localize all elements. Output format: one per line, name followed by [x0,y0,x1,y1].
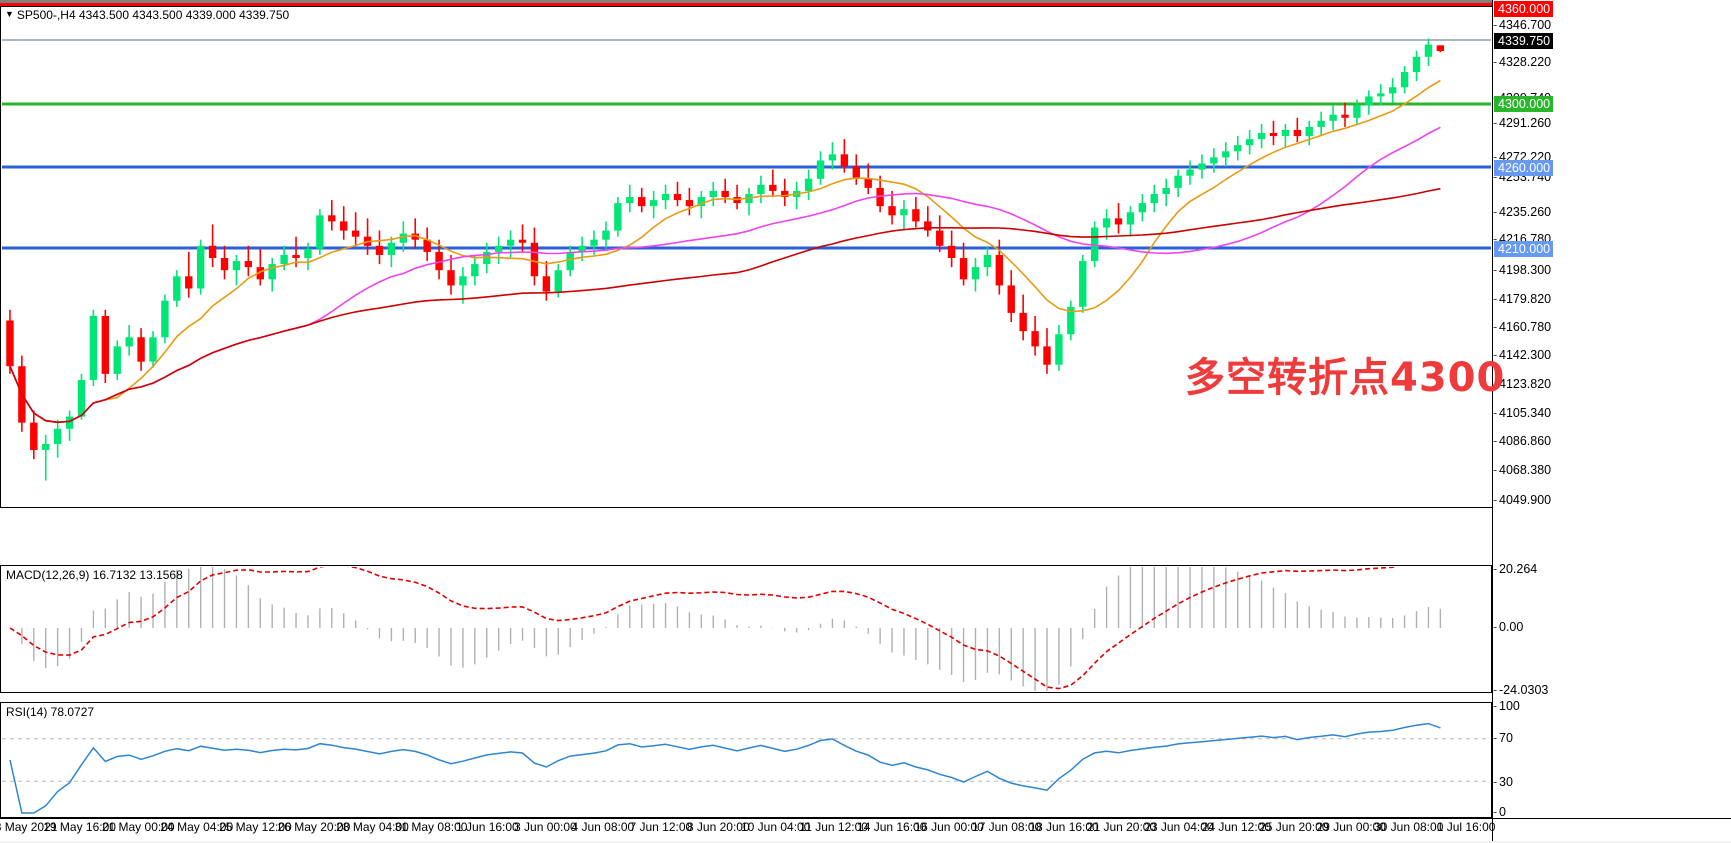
time-tick-label: 25 Jun 20:00 [1259,820,1329,834]
rsi-tick: -100 [1493,699,1520,713]
price-level-tag[interactable]: 4300.000 [1494,96,1554,112]
rsi-plot-area[interactable] [2,704,1490,816]
macd-signal-line [9,567,1398,690]
time-tick-label: 16 Jun 00:00 [914,820,984,834]
price-panel[interactable] [0,6,1492,508]
time-tick-label: 28 May 04:00 [336,820,409,834]
time-tick-label: 24 Jun 12:00 [1201,820,1272,834]
time-tick-label: 1 Jul 16:00 [1436,820,1496,834]
time-tick-label: 25 May 12:00 [218,820,292,834]
time-tick-label: 29 Jun 00:00 [1316,820,1386,834]
candlestick-series [2,38,1491,481]
time-tick-label: 3 Jun 00:00 [514,820,577,834]
price-level-tag[interactable]: 4260.000 [1494,160,1554,176]
time-tick-label: 24 May 04:00 [160,820,234,834]
price-level-tag[interactable]: 4339.750 [1494,33,1554,49]
time-tick-label: 18 May 2021 [0,820,58,834]
price-tick: -4328.220 [1493,55,1552,69]
window-bottom-border [0,841,1731,843]
price-tick: -4068.380 [1493,463,1552,477]
price-tick: -4123.820 [1493,377,1552,391]
chart-header: ▼ SP500-,H4 4343.500 4343.500 4339.000 43… [5,8,289,22]
rsi-panel[interactable] [0,702,1492,818]
time-tick-label: 23 Jun 04:00 [1144,820,1214,834]
time-tick-label: 31 May 08:00 [394,820,468,834]
macd-tick: -0.00 [1493,620,1524,634]
price-level-tag[interactable]: 4210.000 [1494,241,1554,257]
macd-label: MACD(12,26,9) 16.7132 13.1568 [6,568,183,582]
time-tick-label: 17 Jun 08:00 [971,820,1042,834]
macd-series [9,567,1442,691]
time-tick-label: 14 Jun 16:00 [857,820,927,834]
rsi-series [2,722,1490,814]
price-annotation-text: 多空转折点4300 [1185,355,1506,401]
rsi-line [9,722,1441,814]
macd-tick: -20.264 [1493,562,1538,576]
collapse-icon[interactable]: ▼ [5,9,14,19]
time-tick-label: 19 May 16:00 [43,820,116,834]
time-tick-label: 21 Jun 20:00 [1086,820,1157,834]
time-tick-label: 4 Jun 08:00 [571,820,635,834]
price-tick: -4105.340 [1493,406,1552,420]
time-tick-label: 7 Jun 12:00 [629,820,693,834]
resistance-line-4360-band [0,3,1731,8]
moving-average-2 [9,187,1441,424]
rsi-tick: -70 [1493,731,1513,745]
rsi-tick: -30 [1493,775,1513,789]
price-tick: -4142.300 [1493,348,1552,362]
price-tick: -4160.780 [1493,320,1552,334]
time-tick-label: 30 Jun 08:00 [1373,820,1444,834]
price-tick: -4291.260 [1493,116,1552,130]
price-tick: -4086.860 [1493,434,1552,448]
price-tick: -4179.820 [1493,292,1552,306]
price-axis[interactable]: -4346.700-4328.220-4309.740-4291.260-427… [1492,0,1731,843]
rsi-label: RSI(14) 78.0727 [6,705,95,719]
time-tick-label: 18 Jun 16:00 [1029,820,1099,834]
price-tick: -4346.700 [1493,18,1552,32]
price-tick: -4049.900 [1493,493,1552,507]
time-tick-label: 1 Jun 16:00 [456,820,519,834]
price-tick: -4235.260 [1493,205,1552,219]
time-axis-rule [0,818,1731,819]
symbol-ohlc-label: SP500-,H4 4343.500 4343.500 4339.000 433… [16,8,290,22]
price-tick: -4198.300 [1493,263,1552,277]
macd-tick: - -24.0303 [1493,683,1549,697]
time-tick-label: 11 Jun 12:00 [799,820,868,834]
price-plot-area[interactable] [2,8,1491,506]
macd-plot-area[interactable] [2,567,1490,691]
macd-panel[interactable] [0,565,1492,693]
time-tick-label: 26 May 20:00 [277,820,351,834]
time-tick-label: 8 Jun 20:00 [686,820,750,834]
moving-average-0 [9,79,1441,424]
window-top-border [0,0,1492,3]
time-tick-label: 21 May 00:00 [101,820,175,834]
rsi-tick: -0 [1493,805,1506,819]
time-tick-label: 10 Jun 04:00 [741,820,811,834]
price-level-tag[interactable]: 4360.000 [1494,1,1554,17]
